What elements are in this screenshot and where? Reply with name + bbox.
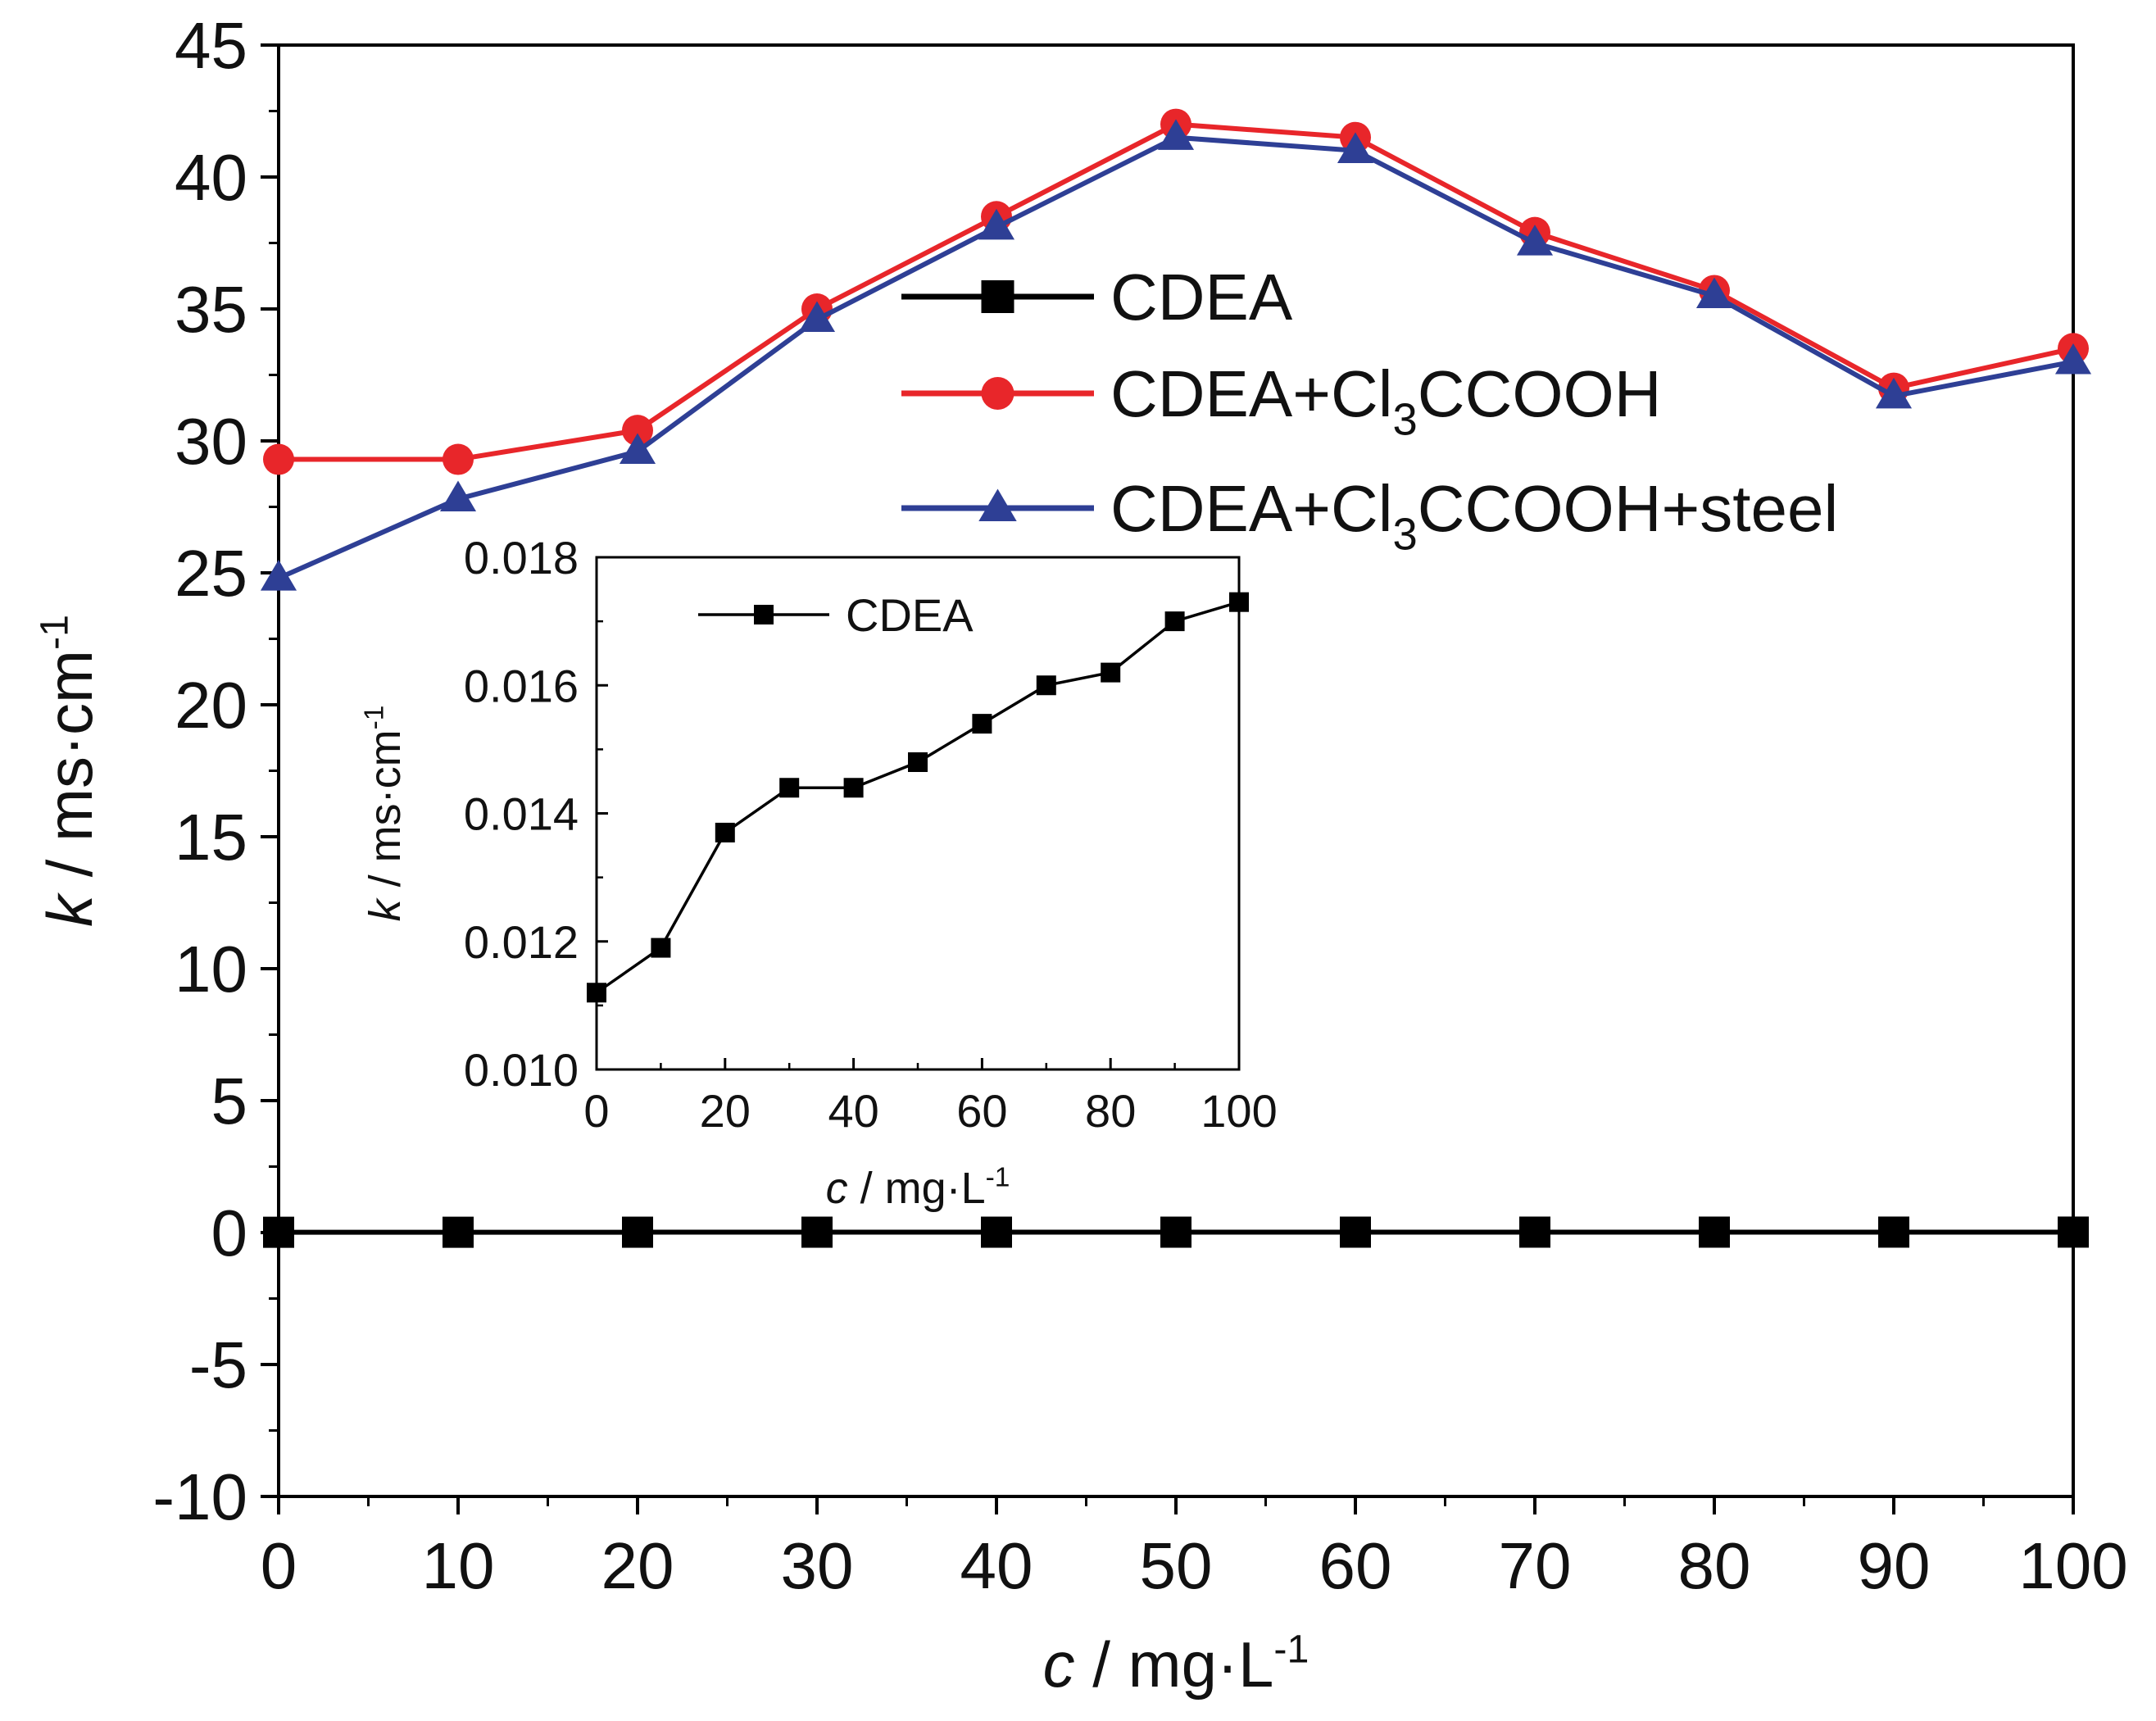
x-tick-label: 90: [1858, 1529, 1931, 1602]
inset-x-axis-label: c / mg·L-1: [826, 1162, 1010, 1213]
legend-marker-0: [981, 280, 1014, 313]
legend-label-2: CDEA+Cl3CCOOH+steel: [1110, 472, 1838, 559]
inset-x-tick-label: 100: [1201, 1085, 1277, 1137]
inset-x-tick-label: 40: [828, 1085, 878, 1137]
series-0-point: [1160, 1216, 1191, 1248]
inset-x-tick-label: 0: [583, 1085, 609, 1137]
series-0-point: [443, 1216, 474, 1248]
legend-label-0: CDEA: [1110, 261, 1293, 334]
x-tick-label: 10: [422, 1529, 495, 1602]
y-tick-label: 25: [175, 537, 247, 610]
inset-x-tick-label: 80: [1085, 1085, 1136, 1137]
x-axis-label: c / mg·L-1: [1043, 1627, 1309, 1701]
inset-y-tick-label: 0.018: [464, 532, 579, 584]
series-0-point: [263, 1216, 294, 1248]
series-2-point: [1157, 119, 1195, 150]
legend-label-1: CDEA+Cl3CCOOH: [1110, 357, 1662, 444]
series-2-point: [1337, 132, 1374, 163]
x-tick-label: 60: [1319, 1529, 1392, 1602]
x-tick-label: 0: [261, 1529, 297, 1602]
series-0-point: [1519, 1216, 1550, 1248]
inset-y-tick-label: 0.010: [464, 1044, 579, 1096]
x-tick-label: 40: [960, 1529, 1033, 1602]
inset-x-tick-label: 60: [956, 1085, 1007, 1137]
x-tick-label: 20: [601, 1529, 674, 1602]
y-tick-label: 40: [175, 141, 247, 214]
inset-series-point: [972, 714, 992, 734]
y-axis-label: k / ms·cm-1: [32, 615, 106, 927]
inset-legend-label: CDEA: [846, 589, 974, 641]
series-1-point: [622, 415, 653, 447]
x-tick-label: 100: [2018, 1529, 2127, 1602]
inset-y-tick-label: 0.012: [464, 916, 579, 968]
series-0-point: [1699, 1216, 1730, 1248]
y-tick-label: 0: [211, 1197, 248, 1269]
y-tick-label: 45: [175, 9, 247, 82]
y-tick-label: 30: [175, 405, 247, 478]
series-0-point: [801, 1216, 833, 1248]
series-2-point: [260, 560, 297, 591]
series-2-point: [619, 433, 656, 465]
inset-series-point: [715, 822, 735, 842]
inset-series-point: [587, 983, 606, 1003]
inset-series-point: [843, 778, 864, 798]
x-tick-label: 30: [781, 1529, 854, 1602]
series-0-point: [1340, 1216, 1371, 1248]
inset-y-axis-label: k / ms·cm-1: [359, 706, 410, 922]
series-2-point: [1516, 225, 1554, 256]
x-tick-label: 80: [1678, 1529, 1751, 1602]
inset-y-tick-label: 0.016: [464, 660, 579, 711]
y-tick-label: -5: [189, 1328, 247, 1401]
series-2-point: [1695, 277, 1733, 309]
inset-x-tick-label: 20: [700, 1085, 751, 1137]
series-0-point: [981, 1216, 1012, 1248]
series-2-point: [2054, 343, 2092, 375]
y-tick-label: 5: [211, 1065, 248, 1137]
x-tick-label: 50: [1140, 1529, 1213, 1602]
series-1-point: [443, 443, 474, 475]
series-0-point: [2058, 1216, 2089, 1248]
y-tick-label: 20: [175, 669, 247, 742]
inset-series-point: [1229, 592, 1249, 612]
series-2-point: [1875, 377, 1913, 409]
y-tick-label: 10: [175, 933, 247, 1006]
main-plot: 0 10 20 30 40 50 60 70 80 90 100 -10 -5 0 5 10 15 20 25 30 3…: [32, 9, 2127, 1701]
inset-series-point: [1101, 662, 1121, 683]
y-tick-label: 35: [175, 273, 247, 346]
y-tick-label: 15: [175, 801, 247, 874]
inset-series-point: [1036, 675, 1056, 696]
inset-series-point: [779, 778, 800, 798]
legend-marker-1: [981, 377, 1014, 410]
inset-series-point: [908, 752, 928, 772]
series-0-point: [622, 1216, 653, 1248]
inset-plot: 0 20 40 60 80 100 0.010 0.012 0.014 0.016 0.018 c /…: [359, 532, 1277, 1213]
series-0-point: [1878, 1216, 1909, 1248]
inset-series-point: [1164, 611, 1185, 632]
inset-series-point: [651, 938, 671, 958]
series-2-point: [978, 208, 1015, 240]
series-2-point: [798, 301, 836, 333]
series-2-point: [439, 480, 477, 512]
legend-marker-2: [978, 488, 1017, 521]
y-tick-label: -10: [152, 1460, 247, 1533]
inset-frame: [595, 556, 1241, 1071]
x-tick-label: 70: [1499, 1529, 1572, 1602]
inset-legend-marker: [754, 605, 774, 624]
inset-y-tick-label: 0.014: [464, 788, 579, 840]
series-1-point: [263, 443, 294, 475]
